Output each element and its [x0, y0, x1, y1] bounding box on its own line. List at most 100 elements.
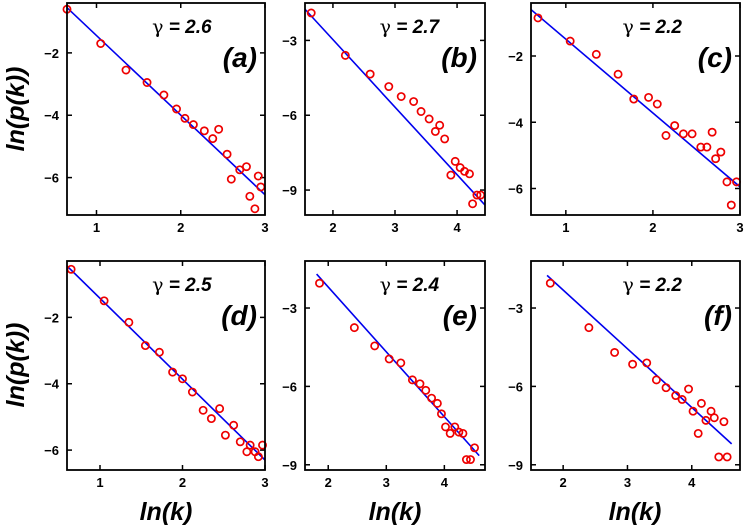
data-point	[610, 347, 620, 357]
panel-frame	[66, 260, 266, 471]
data-point	[722, 452, 732, 462]
x-tick-label: 1	[93, 220, 100, 235]
fit-line	[305, 8, 485, 206]
data-point	[684, 384, 694, 394]
data-point	[222, 149, 232, 159]
data-point	[458, 428, 468, 438]
panel-f: 2 3 4 −3 −6 −9 γ = 2.2 (f)	[508, 260, 741, 490]
data-point	[696, 142, 706, 152]
y-tick-label: −6	[508, 182, 523, 197]
fit-line	[546, 274, 733, 445]
data-point	[396, 92, 406, 101]
data-point	[445, 428, 455, 438]
data-point	[441, 422, 450, 432]
fit-line	[67, 7, 265, 196]
gamma-label: γ = 2.4	[380, 274, 440, 296]
data-point	[415, 379, 425, 389]
data-point	[642, 358, 652, 368]
y-axis-label: ln(p(k))	[2, 323, 30, 408]
y-tick-label: −9	[282, 458, 297, 473]
data-point	[214, 124, 224, 134]
data-point	[396, 358, 406, 368]
data-point	[714, 452, 724, 462]
data-point	[466, 455, 475, 464]
data-point	[220, 430, 230, 440]
data-point	[250, 204, 260, 214]
data-point	[384, 354, 394, 364]
data-point	[702, 142, 712, 152]
data-point	[450, 156, 460, 166]
panel-d: 1 2 3 −2 −4 −6 γ = 2.5 (d)	[44, 260, 269, 490]
panel-label: (f)	[704, 300, 732, 331]
data-point	[424, 114, 434, 124]
data-point	[533, 13, 543, 23]
data-point	[253, 171, 263, 181]
data-point	[124, 317, 134, 327]
data-point	[565, 36, 575, 46]
data-point	[440, 134, 450, 144]
panel-c: 1 2 3 −2 −4 −6 γ = 2.2 (c)	[508, 2, 744, 235]
x-tick-label: 4	[453, 220, 461, 235]
x-tick-label: 3	[261, 220, 268, 235]
data-point	[437, 409, 446, 419]
data-point	[468, 199, 478, 209]
y-tick-label: −6	[44, 171, 59, 186]
data-point	[454, 427, 464, 437]
data-point	[409, 97, 419, 106]
x-tick-label: 3	[391, 220, 398, 235]
panel-frame	[530, 2, 741, 216]
data-point	[707, 127, 717, 137]
data-point	[178, 374, 187, 384]
x-tick-label: 2	[329, 220, 336, 235]
data-point	[96, 39, 106, 48]
data-point	[315, 278, 324, 288]
x-tick-label: 1	[562, 220, 569, 235]
data-point	[460, 166, 469, 176]
x-axis-label: ln(k)	[609, 498, 662, 526]
data-point	[628, 359, 638, 369]
data-point	[253, 452, 263, 462]
data-point	[716, 147, 726, 157]
data-point	[661, 383, 671, 393]
y-tick-label: −6	[282, 108, 297, 123]
data-point	[421, 385, 431, 395]
x-tick-label: 3	[624, 475, 631, 490]
panel-label: (e)	[443, 300, 477, 331]
data-point	[470, 443, 479, 453]
x-tick-label: 1	[96, 475, 103, 490]
data-point	[172, 104, 181, 114]
data-point	[245, 191, 255, 201]
data-point	[99, 296, 109, 306]
data-point	[407, 375, 417, 385]
y-tick-label: −2	[508, 49, 523, 64]
data-point	[242, 447, 252, 457]
data-point	[461, 455, 471, 464]
gamma-label: γ = 2.5	[152, 274, 212, 296]
data-point	[711, 154, 721, 164]
y-tick-label: −9	[508, 458, 523, 473]
x-tick-label: 3	[383, 475, 390, 490]
fit-line	[531, 9, 740, 188]
data-point	[719, 417, 729, 427]
y-tick-label: −6	[282, 379, 297, 394]
y-tick-label: −6	[508, 379, 523, 394]
data-point	[427, 393, 437, 403]
data-point	[235, 437, 245, 447]
data-point	[208, 134, 218, 144]
data-point	[188, 120, 198, 130]
panel-b: 2 3 4 −3 −6 −9 γ = 2.7(b)	[282, 2, 486, 235]
x-tick-label: 3	[261, 475, 268, 490]
x-axis-label: ln(k)	[140, 498, 193, 526]
y-tick-label: −2	[44, 46, 59, 61]
y-tick-label: −3	[282, 301, 297, 316]
y-tick-label: −9	[282, 183, 297, 198]
panel-frame	[304, 260, 486, 471]
x-tick-label: 2	[649, 220, 656, 235]
gamma-label: γ = 2.2	[623, 274, 683, 296]
data-point	[671, 391, 681, 400]
data-point	[168, 367, 178, 377]
data-point	[701, 415, 711, 425]
data-point	[140, 341, 150, 351]
data-point	[651, 375, 661, 385]
data-point	[613, 69, 623, 79]
